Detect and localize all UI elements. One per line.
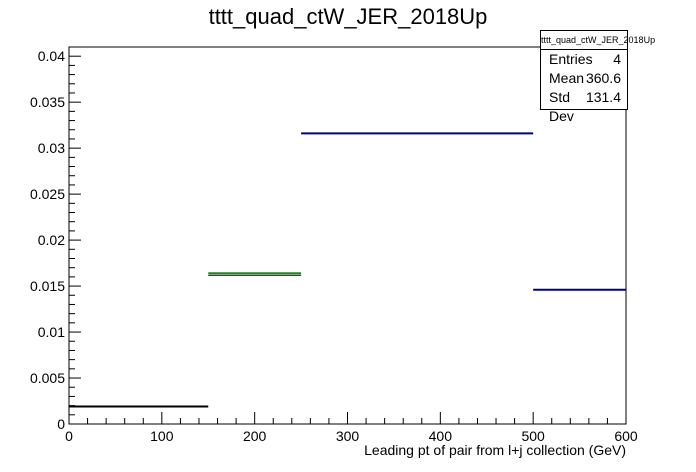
y-tick-label: 0.03 [38,140,65,156]
stats-mean-value: 360.6 [585,70,621,86]
stats-entries-row: Entries 4 [541,50,627,69]
x-tick-label: 600 [614,428,638,444]
chart-title: tttt_quad_ctW_JER_2018Up [208,4,488,29]
stats-box-title: tttt_quad_ctW_JER_2018Up [541,31,655,50]
x-tick-label: 300 [336,428,360,444]
x-axis-label: Leading pt of pair from l+j collection (… [364,442,626,458]
x-tick-label: 400 [429,428,453,444]
y-tick-label: 0.01 [38,324,65,340]
y-tick-label: 0.035 [30,94,65,110]
stats-stddev-label: Std Dev [549,89,574,124]
y-tick-label: 0.005 [30,370,65,386]
y-tick-label: 0.04 [38,48,65,64]
stats-mean-label: Mean [549,70,585,86]
stats-stddev-row: Std Dev 131.4 [541,88,627,124]
stats-box: tttt_quad_ctW_JER_2018Up Entries 4 Mean … [540,30,655,124]
stats-entries-value: 4 [613,51,621,67]
y-tick-label: 0 [57,416,65,432]
x-tick-label: 200 [243,428,267,444]
x-tick-label: 0 [65,428,73,444]
x-tick-label: 500 [521,428,545,444]
y-tick-label: 0.025 [30,186,65,202]
stats-entries-label: Entries [549,51,593,67]
y-tick-label: 0.02 [38,232,65,248]
stats-mean-row: Mean 360.6 [541,69,627,88]
stats-stddev-value: 131.4 [585,89,621,105]
y-tick-label: 0.015 [30,278,65,294]
x-tick-label: 100 [150,428,174,444]
